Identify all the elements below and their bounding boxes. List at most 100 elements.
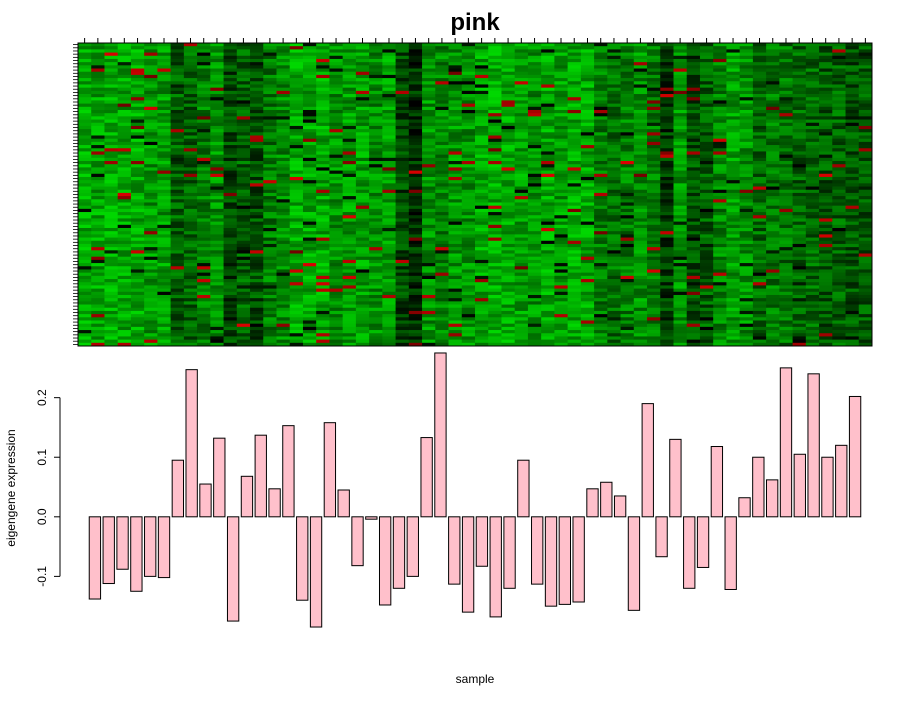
- heatmap-cell: [461, 100, 476, 104]
- heatmap-cell: [620, 58, 635, 63]
- heatmap-cell: [699, 237, 714, 242]
- heatmap-cell: [78, 231, 92, 235]
- heatmap-cell: [302, 326, 317, 331]
- heatmap-cell: [699, 275, 714, 280]
- heatmap-cell: [620, 94, 635, 98]
- heatmap-cell: [488, 298, 502, 302]
- heatmap-cell: [633, 215, 648, 219]
- heatmap-cell: [554, 100, 569, 104]
- heatmap-cell: [475, 205, 489, 210]
- heatmap-cell: [673, 74, 688, 79]
- heatmap-cell: [647, 58, 661, 63]
- heatmap-cell: [713, 323, 727, 328]
- heatmap-cell: [501, 116, 516, 120]
- heatmap-cell: [342, 164, 357, 168]
- heatmap-cell: [686, 314, 701, 318]
- heatmap-cell: [501, 212, 516, 216]
- heatmap-cell: [210, 256, 224, 261]
- heatmap-cell: [236, 71, 251, 76]
- heatmap-cell: [461, 65, 476, 69]
- heatmap-cell: [316, 279, 330, 283]
- heatmap-cell: [686, 192, 701, 197]
- heatmap-cell: [501, 141, 516, 146]
- heatmap-cell: [514, 43, 529, 47]
- heatmap-cell: [673, 71, 688, 76]
- heatmap-cell: [144, 62, 158, 66]
- heatmap-cell: [276, 234, 291, 238]
- heatmap-cell: [289, 109, 304, 114]
- heatmap-cell: [170, 243, 185, 248]
- heatmap-cell: [633, 109, 648, 114]
- heatmap-cell: [620, 234, 635, 238]
- heatmap-cell: [197, 279, 211, 283]
- heatmap-cell: [766, 161, 780, 165]
- heatmap-cell: [766, 164, 780, 168]
- heatmap-cell: [699, 339, 714, 344]
- heatmap-cell: [567, 176, 582, 181]
- heatmap-cell: [766, 212, 780, 216]
- heatmap-cell: [170, 263, 185, 267]
- heatmap-cell: [276, 266, 291, 270]
- heatmap-cell: [408, 52, 423, 57]
- heatmap-cell: [382, 154, 396, 159]
- heatmap-cell: [514, 186, 529, 191]
- heatmap-cell: [250, 141, 264, 146]
- heatmap-cell: [382, 330, 396, 334]
- heatmap-cell: [263, 202, 277, 207]
- heatmap-cell: [395, 330, 410, 334]
- heatmap-cell: [422, 285, 436, 289]
- heatmap-cell: [448, 84, 463, 89]
- heatmap-cell: [633, 231, 648, 235]
- heatmap-cell: [144, 269, 158, 274]
- heatmap-cell: [527, 186, 542, 191]
- heatmap-cell: [276, 243, 291, 248]
- heatmap-cell: [448, 176, 463, 181]
- heatmap-cell: [210, 279, 224, 283]
- heatmap-cell: [130, 180, 145, 184]
- heatmap-cell: [78, 288, 92, 293]
- heatmap-cell: [501, 339, 516, 344]
- heatmap-cell: [713, 119, 727, 124]
- heatmap-cell: [726, 189, 741, 194]
- heatmap-cell: [157, 304, 172, 309]
- heatmap-cell: [554, 138, 569, 143]
- heatmap-cell: [554, 326, 569, 331]
- heatmap-cell: [117, 294, 132, 299]
- heatmap-cell: [501, 342, 516, 347]
- heatmap-cell: [660, 119, 674, 124]
- heatmap-cell: [395, 151, 410, 156]
- heatmap-cell: [501, 43, 516, 47]
- heatmap-cell: [514, 125, 529, 130]
- heatmap-cell: [342, 291, 357, 296]
- heatmap-cell: [382, 148, 396, 152]
- heatmap-cell: [673, 173, 688, 178]
- heatmap-cell: [514, 247, 529, 251]
- heatmap-cell: [686, 275, 701, 280]
- heatmap-cell: [501, 279, 516, 283]
- heatmap-cell: [435, 100, 449, 104]
- heatmap-cell: [633, 49, 648, 53]
- heatmap-cell: [567, 215, 582, 219]
- heatmap-cell: [435, 94, 449, 98]
- heatmap-cell: [104, 116, 119, 120]
- heatmap-cell: [461, 87, 476, 92]
- heatmap-cell: [620, 176, 635, 181]
- heatmap-cell: [501, 227, 516, 232]
- heatmap-cell: [408, 279, 423, 283]
- heatmap-cell: [633, 154, 648, 159]
- heatmap-cell: [223, 109, 238, 114]
- heatmap-cell: [726, 282, 741, 286]
- heatmap-cell: [541, 129, 555, 133]
- heatmap-cell: [647, 46, 661, 50]
- heatmap-cell: [686, 180, 701, 184]
- heatmap-cell: [329, 269, 344, 274]
- heatmap-cell: [435, 141, 449, 146]
- heatmap-cell: [527, 215, 542, 219]
- heatmap-cell: [461, 304, 476, 309]
- heatmap-cell: [157, 97, 172, 101]
- heatmap-cell: [594, 202, 608, 207]
- heatmap-cell: [117, 106, 132, 111]
- heatmap-cell: [766, 189, 780, 194]
- heatmap-cell: [699, 212, 714, 216]
- heatmap-cell: [316, 135, 330, 140]
